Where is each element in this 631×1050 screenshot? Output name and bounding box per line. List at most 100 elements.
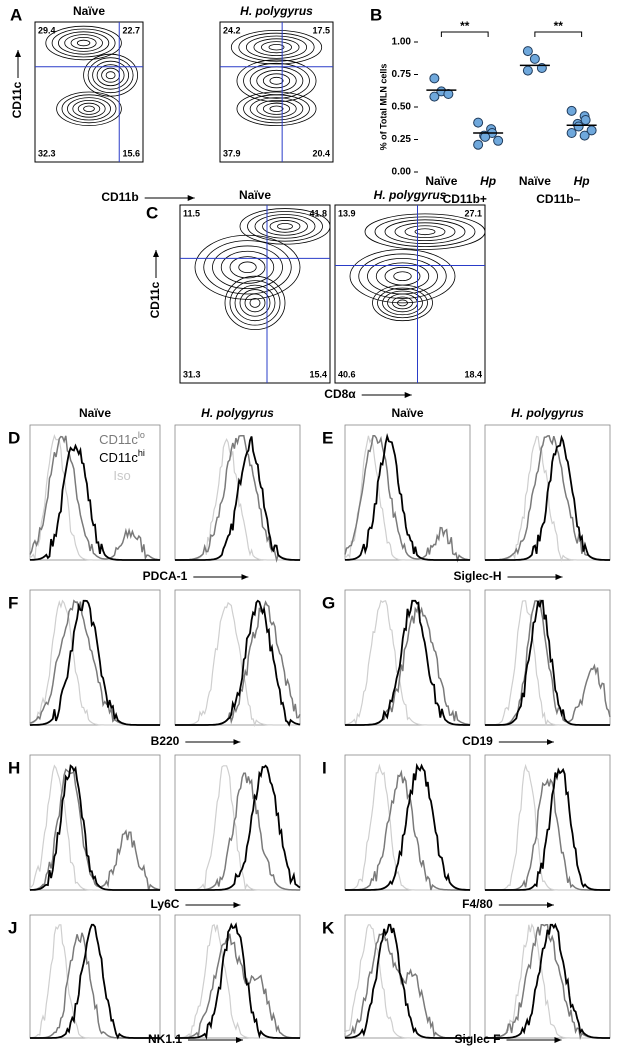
- contour: [243, 62, 310, 99]
- contour: [268, 44, 285, 51]
- contour: [51, 28, 116, 58]
- y-tick-label: 0.50: [392, 102, 412, 113]
- contour: [397, 299, 408, 307]
- histogram-curve: [344, 435, 471, 563]
- histogram-curve: [485, 767, 610, 891]
- axis-label: F4/80: [462, 897, 493, 911]
- quadrant-value: 15.6: [122, 148, 140, 158]
- data-point: [529, 53, 540, 64]
- contour: [349, 249, 456, 304]
- plot-frame: [29, 754, 161, 891]
- y-tick-label: 0.75: [392, 69, 412, 80]
- plot-frame: [29, 914, 161, 1039]
- contour: [67, 97, 112, 121]
- contour: [224, 275, 286, 330]
- quadrant-value: 24.2: [223, 25, 241, 35]
- contour: [56, 91, 122, 126]
- contour: [254, 214, 316, 239]
- quadrant-value: 11.5: [183, 208, 200, 218]
- x-tick-label: Hp: [574, 174, 590, 188]
- contour: [358, 253, 447, 299]
- contour: [256, 69, 297, 92]
- panel-letter: K: [322, 918, 335, 937]
- legend-entry: CD11chi: [99, 448, 145, 465]
- panel-letter: C: [146, 203, 158, 222]
- histogram-curve: [175, 922, 300, 1040]
- quadrant-value: 40.6: [338, 369, 356, 379]
- contour: [249, 298, 261, 308]
- histogram-curve: [175, 599, 301, 727]
- data-point: [522, 65, 533, 76]
- contour: [72, 100, 106, 118]
- axis-label: Ly6C: [151, 897, 180, 911]
- plot-title: H. polygyrus: [374, 188, 447, 202]
- group-label: CD11b+: [443, 192, 487, 206]
- contour: [269, 76, 284, 85]
- axis-label: CD11c: [10, 81, 24, 118]
- contour: [262, 73, 291, 89]
- y-tick-label: 1.00: [392, 37, 412, 48]
- axis-label: Siglec F: [454, 1032, 500, 1046]
- column-title: Naïve: [79, 406, 111, 420]
- panel-letter: A: [10, 5, 22, 24]
- contour: [393, 271, 412, 282]
- column-title: H. polygyrus: [511, 406, 584, 420]
- axis-label: % of Total MLN cells: [378, 64, 388, 151]
- plot-frame: [174, 589, 301, 726]
- axis-label: CD8α: [324, 387, 356, 401]
- contour: [262, 217, 308, 236]
- axis-label: NK1.1: [148, 1032, 182, 1046]
- histogram-curve: [345, 923, 470, 1039]
- quadrant-value: 31.3: [183, 369, 201, 379]
- contour: [87, 57, 134, 94]
- panel-letter: H: [8, 758, 20, 777]
- quadrant-value: 37.9: [223, 148, 241, 158]
- plot-title: Naïve: [239, 188, 271, 202]
- contour: [256, 100, 297, 118]
- histogram-curve: [485, 434, 610, 561]
- contour: [382, 290, 423, 316]
- contour: [77, 102, 101, 115]
- histogram-curve: [30, 599, 160, 726]
- group-label: CD11b–: [536, 192, 580, 206]
- panel-letter: G: [322, 593, 335, 612]
- histogram-curve: [485, 922, 610, 1039]
- histogram-curve: [175, 601, 300, 728]
- quadrant-value: 41.8: [309, 208, 327, 218]
- histogram-curve: [175, 764, 301, 891]
- y-tick-label: 0.00: [392, 167, 412, 178]
- axis-label: CD19: [462, 734, 493, 748]
- panel-letter: D: [8, 428, 20, 447]
- contour: [244, 293, 266, 313]
- contour: [83, 105, 95, 112]
- contour: [220, 250, 275, 284]
- data-point: [429, 73, 440, 84]
- quadrant-value: 15.4: [309, 369, 327, 379]
- contour: [236, 91, 317, 126]
- column-title: Naïve: [391, 406, 423, 420]
- quadrant-value: 13.9: [338, 208, 356, 218]
- legend-text: Iso: [113, 468, 130, 483]
- contour: [377, 287, 428, 319]
- quadrant-value: 20.4: [312, 148, 330, 158]
- quadrant-value: 32.3: [38, 148, 56, 158]
- significance-bracket: [534, 31, 583, 37]
- histogram-curve: [344, 599, 470, 726]
- contour: [76, 39, 91, 47]
- histogram-curve: [175, 933, 300, 1039]
- contour: [392, 296, 413, 310]
- contour: [229, 256, 266, 279]
- panel-letter: E: [322, 428, 333, 447]
- contour: [70, 37, 97, 50]
- contour: [212, 245, 283, 290]
- axis-label: CD11b: [101, 190, 138, 204]
- contour: [61, 94, 117, 124]
- contour: [194, 234, 301, 300]
- contour: [262, 102, 291, 115]
- legend-entry: Iso: [113, 468, 130, 483]
- axis-label: B220: [151, 734, 180, 748]
- quadrant-value: 17.5: [312, 25, 330, 35]
- histogram-curve: [345, 769, 470, 891]
- contour: [249, 97, 304, 121]
- contour: [253, 38, 300, 57]
